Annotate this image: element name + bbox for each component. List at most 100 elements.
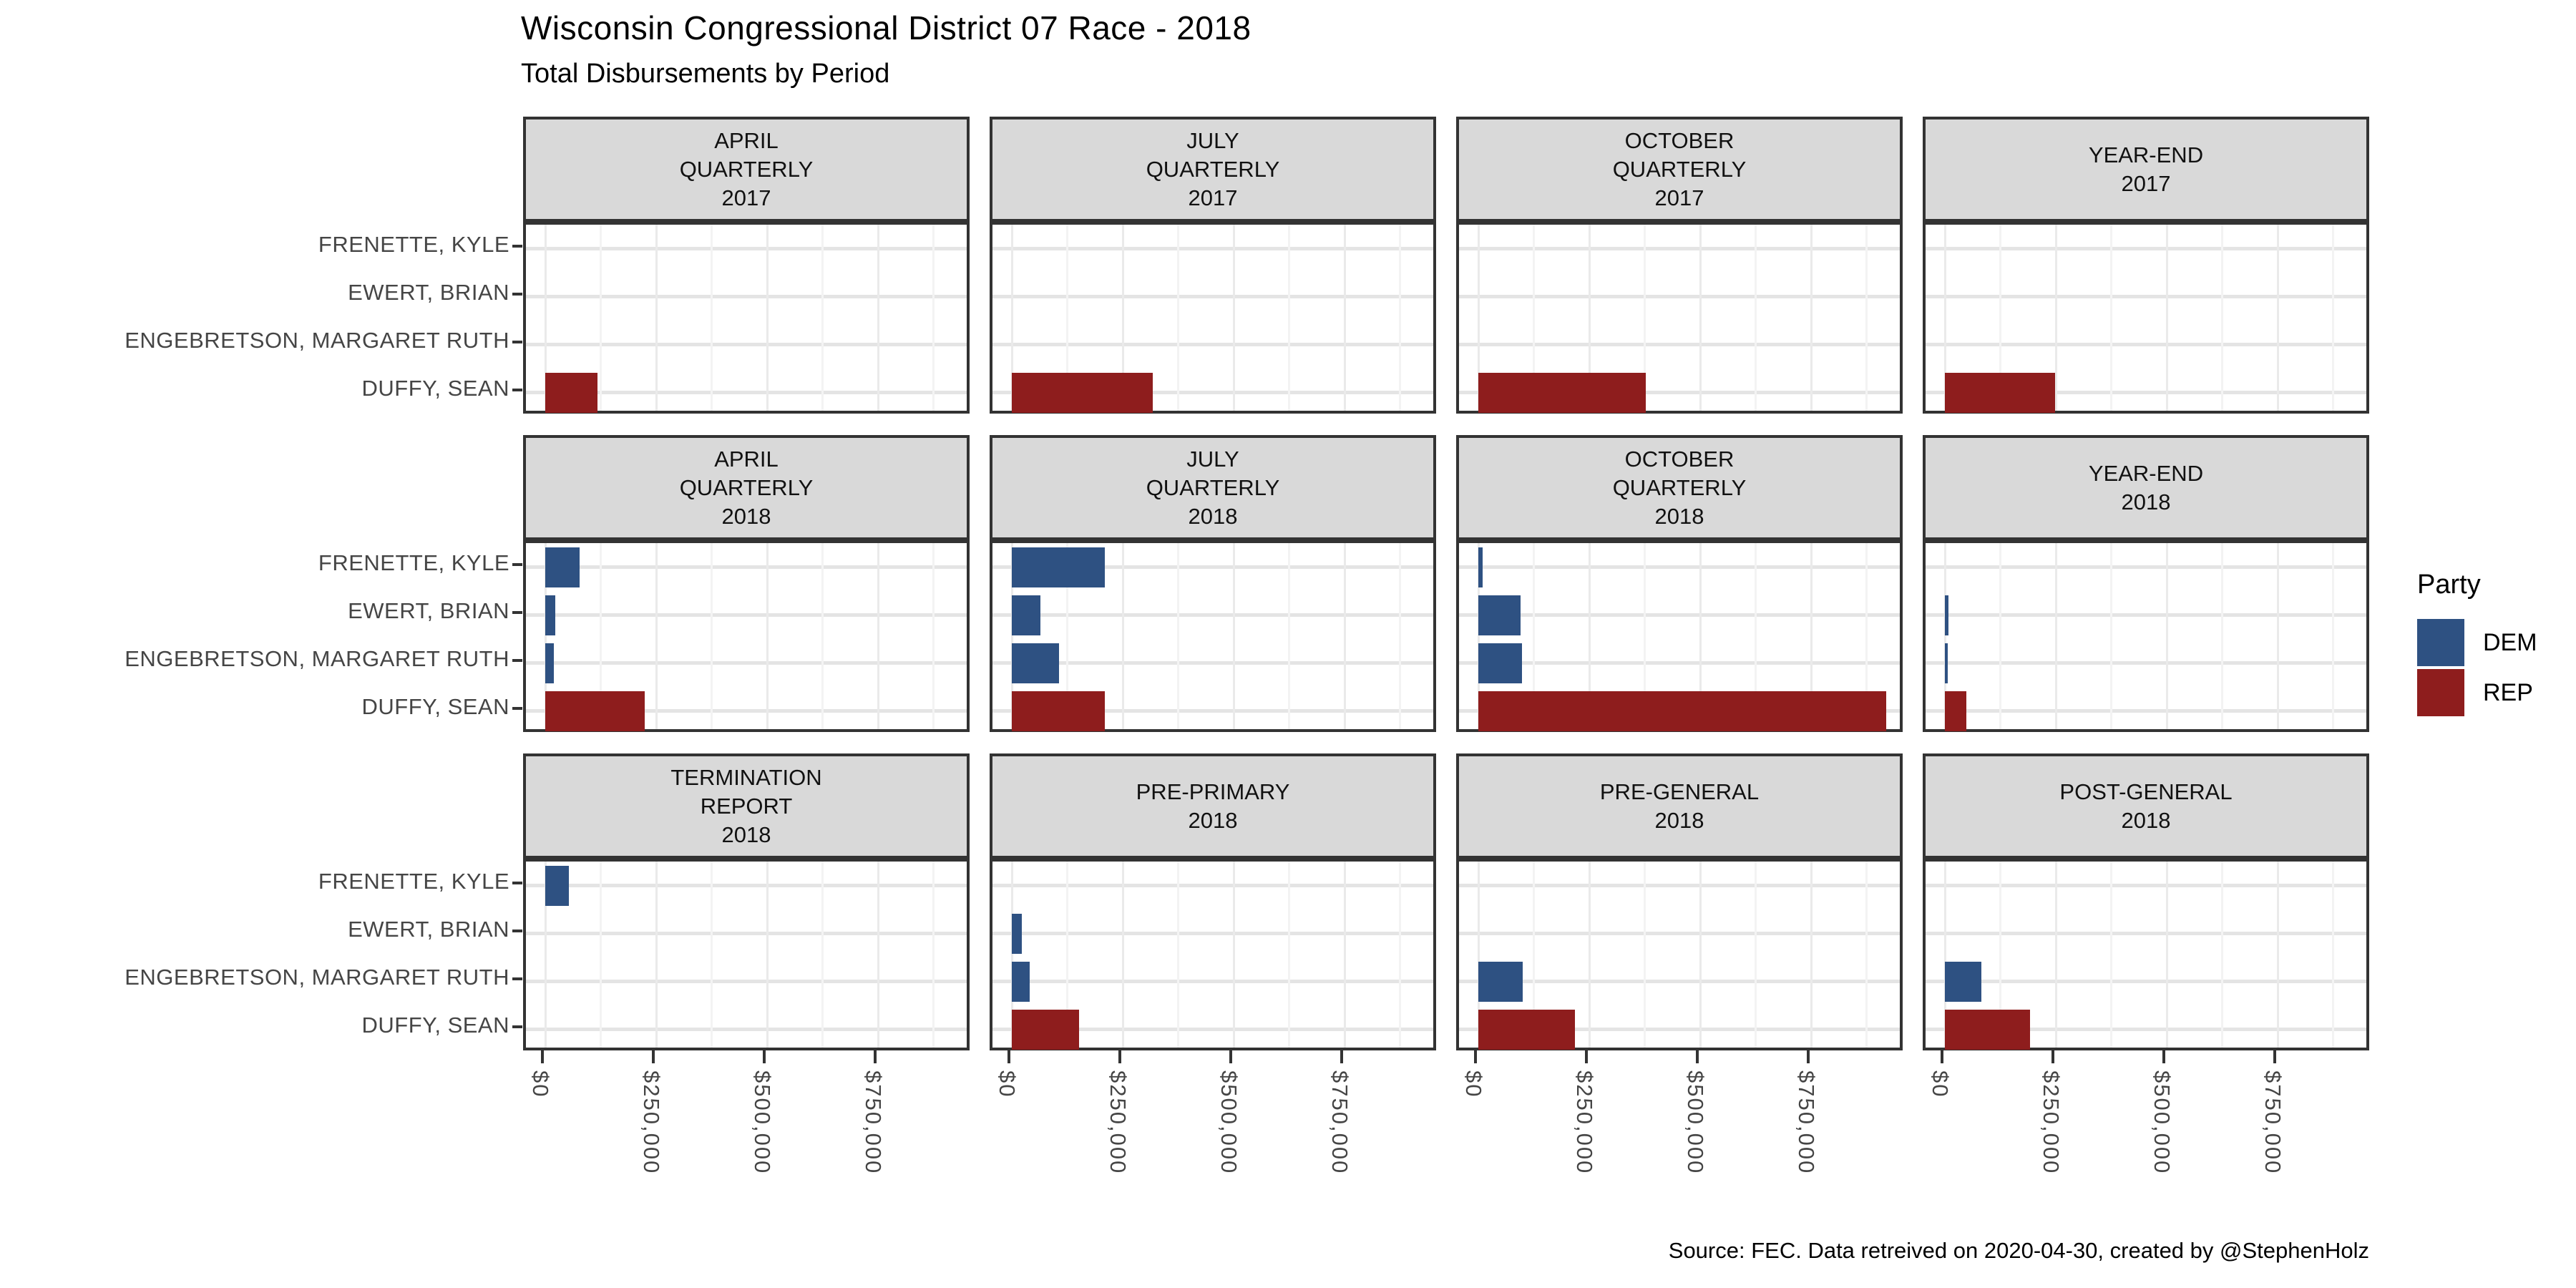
gridline-horizontal [1926, 295, 2366, 298]
gridline-vertical [1755, 862, 1757, 1048]
gridline-vertical [1644, 543, 1646, 729]
y-axis-label: EWERT, BRIAN [348, 916, 509, 942]
gridline-horizontal [1926, 391, 2366, 394]
gridline-vertical [600, 225, 602, 411]
gridline-horizontal [1926, 661, 2366, 665]
x-axis-tick [1585, 1050, 1588, 1063]
facet-strip: OCTOBER QUARTERLY 2017 [1456, 117, 1903, 222]
gridline-vertical [544, 225, 547, 411]
source-caption: Source: FEC. Data retreived on 2020-04-3… [1668, 1238, 2369, 1263]
gridline-horizontal [526, 661, 967, 665]
y-axis-tick [512, 706, 522, 710]
disbursement-bar [1012, 961, 1030, 1002]
disbursement-bar [1945, 595, 1948, 635]
legend-entry-rep: REP [2417, 669, 2537, 716]
facet-panel [990, 540, 1436, 732]
gridline-horizontal [1926, 980, 2366, 983]
y-axis-label: DUFFY, SEAN [361, 1012, 509, 1038]
disbursement-bar [1478, 691, 1887, 731]
gridline-horizontal [992, 932, 1433, 935]
gridline-vertical [2332, 543, 2334, 729]
facet-panel [1456, 222, 1903, 414]
gridline-vertical [877, 862, 879, 1048]
gridline-vertical [1999, 225, 2001, 411]
x-axis-tick [2162, 1050, 2165, 1063]
gridline-horizontal [1926, 247, 2366, 250]
gridline-vertical [1399, 862, 1401, 1048]
y-axis-tick [512, 244, 522, 248]
gridline-vertical [655, 862, 658, 1048]
gridline-vertical [2165, 862, 2168, 1048]
facet-strip: JULY QUARTERLY 2017 [990, 117, 1436, 222]
legend-label-rep: REP [2483, 678, 2533, 706]
gridline-horizontal [1459, 613, 1900, 617]
gridline-horizontal [1926, 343, 2366, 346]
gridline-horizontal [992, 613, 1433, 617]
gridline-vertical [1588, 225, 1591, 411]
facet-strip: JULY QUARTERLY 2018 [990, 435, 1436, 540]
gridline-vertical [1999, 543, 2001, 729]
gridline-vertical [1232, 543, 1235, 729]
x-axis-tick [1941, 1050, 1943, 1063]
gridline-vertical [1121, 543, 1124, 729]
y-axis-tick [512, 562, 522, 566]
gridline-vertical [544, 862, 547, 1048]
facet-strip: TERMINATION REPORT 2018 [523, 753, 970, 859]
gridline-horizontal [992, 1028, 1433, 1031]
disbursement-bar [545, 547, 580, 587]
disbursement-bar [1012, 691, 1106, 731]
x-axis-tick [541, 1050, 544, 1063]
gridline-vertical [2221, 543, 2223, 729]
gridline-horizontal [1459, 295, 1900, 298]
gridline-vertical [1943, 543, 1946, 729]
x-axis-tick-label: $500,000 [2150, 1070, 2175, 1175]
gridline-vertical [1177, 225, 1179, 411]
facet-panel [1456, 859, 1903, 1050]
y-axis-tick [512, 388, 522, 391]
y-axis-tick [512, 929, 522, 932]
disbursement-bar [1478, 1009, 1576, 1050]
gridline-vertical [1644, 225, 1646, 411]
gridline-vertical [1399, 225, 1401, 411]
gridline-horizontal [1459, 391, 1900, 394]
gridline-vertical [1010, 543, 1013, 729]
gridline-horizontal [526, 932, 967, 935]
gridline-vertical [1477, 225, 1480, 411]
x-axis-tick [1229, 1050, 1232, 1063]
disbursement-bar [1012, 372, 1153, 413]
legend: Party DEM REP [2417, 570, 2537, 719]
gridline-horizontal [1459, 932, 1900, 935]
gridline-vertical [766, 225, 769, 411]
facet-panel [1923, 540, 2369, 732]
gridline-vertical [1810, 543, 1813, 729]
gridline-vertical [932, 862, 935, 1048]
gridline-vertical [655, 543, 658, 729]
y-axis-label: EWERT, BRIAN [348, 597, 509, 623]
gridline-horizontal [1459, 980, 1900, 983]
disbursement-bar [1478, 547, 1483, 587]
x-axis-tick-label: $500,000 [1216, 1070, 1241, 1175]
gridline-horizontal [526, 391, 967, 394]
disbursement-bar [1012, 643, 1059, 683]
x-axis-tick [1340, 1050, 1343, 1063]
gridline-vertical [1865, 543, 1868, 729]
gridline-horizontal [992, 709, 1433, 713]
facet-panel [523, 859, 970, 1050]
gridline-vertical [2165, 543, 2168, 729]
gridline-horizontal [1926, 1028, 2366, 1031]
y-axis-label: ENGEBRETSON, MARGARET RUTH [125, 327, 509, 353]
gridline-vertical [2221, 862, 2223, 1048]
gridline-vertical [1810, 225, 1813, 411]
gridline-vertical [2276, 225, 2279, 411]
disbursement-bar [1478, 372, 1646, 413]
disbursement-bar [1945, 643, 1948, 683]
facet-strip: APRIL QUARTERLY 2018 [523, 435, 970, 540]
gridline-horizontal [992, 247, 1433, 250]
y-axis-tick [512, 977, 522, 980]
y-axis-label: DUFFY, SEAN [361, 693, 509, 719]
gridline-vertical [1755, 225, 1757, 411]
chart-subtitle: Total Disbursements by Period [521, 59, 890, 89]
gridline-vertical [1810, 862, 1813, 1048]
gridline-vertical [821, 862, 824, 1048]
rep-color-swatch [2417, 669, 2464, 716]
